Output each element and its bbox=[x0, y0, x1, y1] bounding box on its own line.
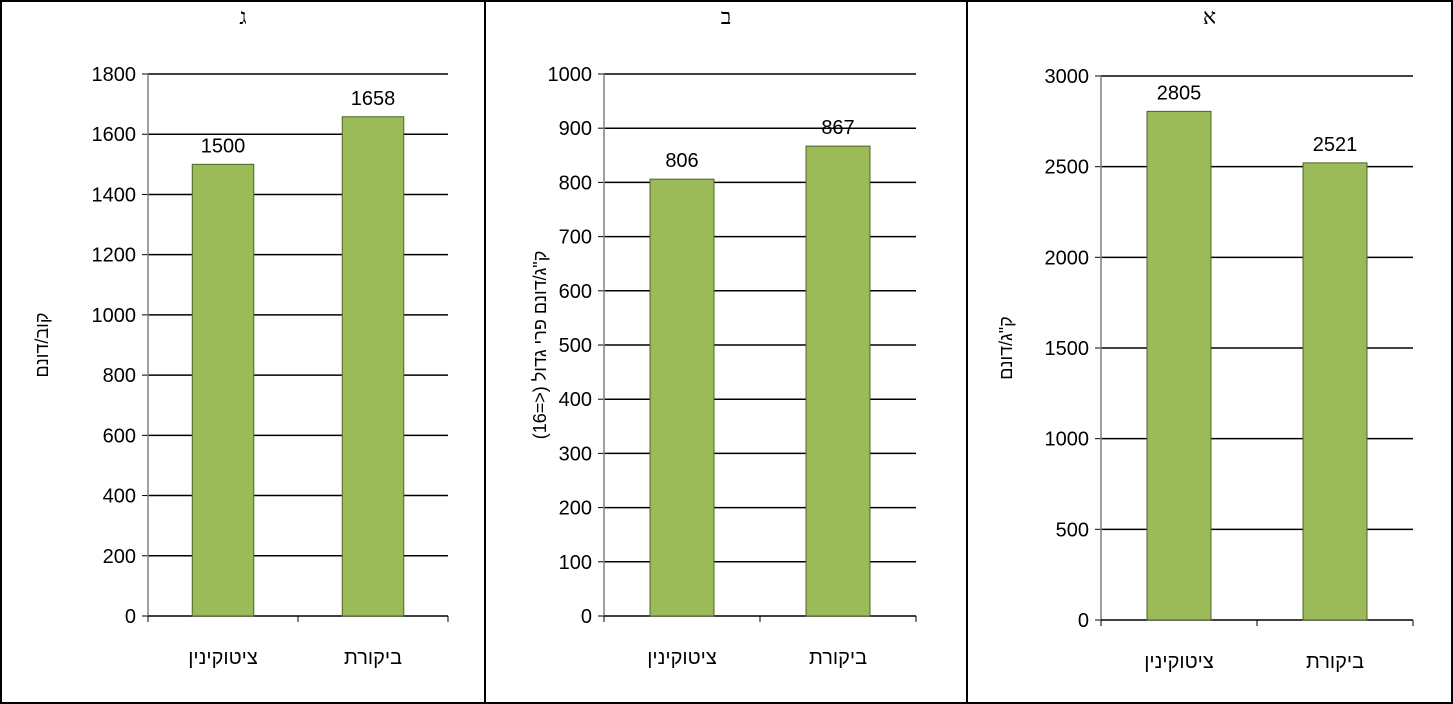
bar bbox=[1302, 162, 1368, 621]
y-tick-label: 1200 bbox=[92, 245, 137, 267]
y-tick-label: 1800 bbox=[92, 64, 137, 86]
data-label: 806 bbox=[665, 150, 698, 172]
y-axis-title: קוב/דונם bbox=[32, 313, 52, 378]
chart-panel-gimel: ג 0 200 400 600 800 1000 1200 1400 1600 1800 1500 צ… bbox=[0, 0, 486, 704]
y-tick-label: 100 bbox=[559, 552, 592, 574]
bar bbox=[341, 116, 405, 617]
y-tick-label: 200 bbox=[559, 498, 592, 520]
y-tick-label: 1000 bbox=[92, 305, 137, 327]
y-tick-label: 900 bbox=[559, 118, 592, 140]
category-label: ציטוקינין bbox=[647, 647, 717, 669]
panel-header: א bbox=[1202, 4, 1217, 29]
data-label: 2521 bbox=[1313, 134, 1358, 156]
y-tick-label: 800 bbox=[103, 365, 136, 387]
data-label: 1658 bbox=[351, 88, 396, 110]
y-tick-label: 3000 bbox=[1045, 66, 1090, 88]
y-tick-label: 0 bbox=[1078, 610, 1089, 632]
y-tick-label: 500 bbox=[559, 335, 592, 357]
panel-header: ג bbox=[239, 4, 247, 29]
bar bbox=[191, 163, 255, 617]
y-tick-label: 1500 bbox=[1045, 338, 1090, 360]
y-tick-label: 0 bbox=[581, 606, 592, 628]
bar bbox=[1146, 110, 1212, 621]
y-tick-label: 1000 bbox=[548, 64, 593, 86]
y-tick-label: 200 bbox=[103, 546, 136, 568]
data-label: 2805 bbox=[1157, 82, 1202, 104]
bar-chart-svg: 0 200 400 600 800 1000 1200 1400 1600 1800 1500 ציט… bbox=[32, 64, 449, 669]
category-label: ציטוקינין bbox=[1144, 651, 1214, 673]
y-tick-label: 2000 bbox=[1045, 247, 1090, 269]
panel-header: ב bbox=[720, 4, 732, 29]
y-axis-title: ק"ג/דונם פרי גדול (<=16) bbox=[530, 251, 550, 440]
chart-panel-bet: ב 0 100 200 300 400 500 600 700 800 900 1000 806 ציט… bbox=[484, 0, 968, 704]
bar-chart-svg: 0 500 1000 1500 2000 2500 3000 2805 ציטוקינין 252… bbox=[996, 66, 1414, 673]
y-tick-label: 0 bbox=[125, 606, 136, 628]
y-tick-label: 600 bbox=[559, 281, 592, 303]
category-label: ביקורת bbox=[809, 647, 867, 669]
y-axis-title: ק"ג/דונם bbox=[996, 316, 1016, 379]
chart-panel-alef: א 0 500 1000 1500 2000 2500 3000 2805 ציטוקינין 2… bbox=[966, 0, 1453, 704]
data-label: 867 bbox=[821, 117, 854, 139]
category-label: ביקורת bbox=[344, 647, 402, 669]
y-tick-label: 600 bbox=[103, 425, 136, 447]
y-tick-label: 400 bbox=[103, 486, 136, 508]
y-tick-label: 800 bbox=[559, 172, 592, 194]
y-tick-label: 500 bbox=[1056, 519, 1089, 541]
y-tick-label: 300 bbox=[559, 443, 592, 465]
bar bbox=[649, 178, 715, 617]
y-tick-label: 1400 bbox=[92, 184, 137, 206]
data-label: 1500 bbox=[201, 135, 246, 157]
y-tick-label: 2500 bbox=[1045, 157, 1090, 179]
category-label: ביקורת bbox=[1306, 651, 1364, 673]
bar-chart-svg: 0 100 200 300 400 500 600 700 800 900 1000 806 ציטוק… bbox=[530, 64, 917, 669]
y-tick-label: 1000 bbox=[1045, 429, 1090, 451]
y-tick-label: 700 bbox=[559, 227, 592, 249]
y-tick-label: 1600 bbox=[92, 124, 137, 146]
y-tick-label: 400 bbox=[559, 389, 592, 411]
bar bbox=[805, 145, 871, 617]
category-label: ציטוקינין bbox=[188, 647, 258, 669]
